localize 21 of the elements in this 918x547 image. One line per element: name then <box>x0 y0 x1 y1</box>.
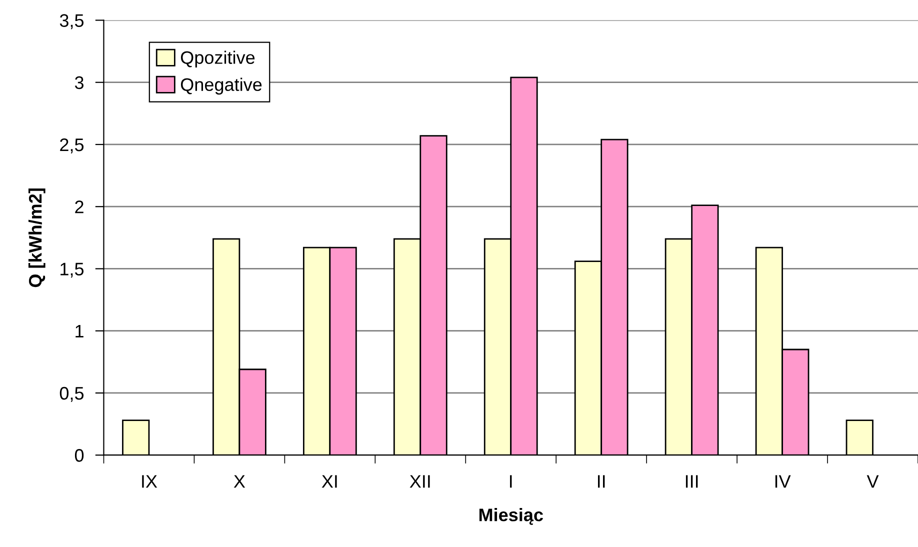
y-tick-label: 0 <box>74 449 84 462</box>
x-tick-label: II <box>598 475 605 488</box>
y-tick-label: 3,5 <box>60 14 84 30</box>
y-tick-label: 1 <box>76 324 84 338</box>
x-tick-label: XI <box>322 475 337 488</box>
x-tick-label: III <box>686 475 698 488</box>
y-tick-label: 0,5 <box>60 386 84 402</box>
y-axis-title: Q [kWh/m2] <box>28 188 46 288</box>
y-tick-label: 3 <box>74 76 84 90</box>
x-tick-label: I <box>510 475 512 488</box>
legend-label: Qnegative <box>180 78 262 95</box>
y-tick-label: 1,5 <box>60 262 84 278</box>
legend-label: Qpozitive <box>180 50 255 68</box>
x-tick-label: XII <box>410 475 430 488</box>
y-tick-label: 2,5 <box>60 138 84 154</box>
x-tick-label: V <box>866 475 879 488</box>
x-tick-label: X <box>234 475 246 488</box>
x-axis-title: Miesiąc <box>479 508 543 525</box>
x-tick-label: IX <box>142 475 158 488</box>
y-tick-label: 2 <box>75 200 84 214</box>
x-tick-label: IV <box>775 475 791 488</box>
